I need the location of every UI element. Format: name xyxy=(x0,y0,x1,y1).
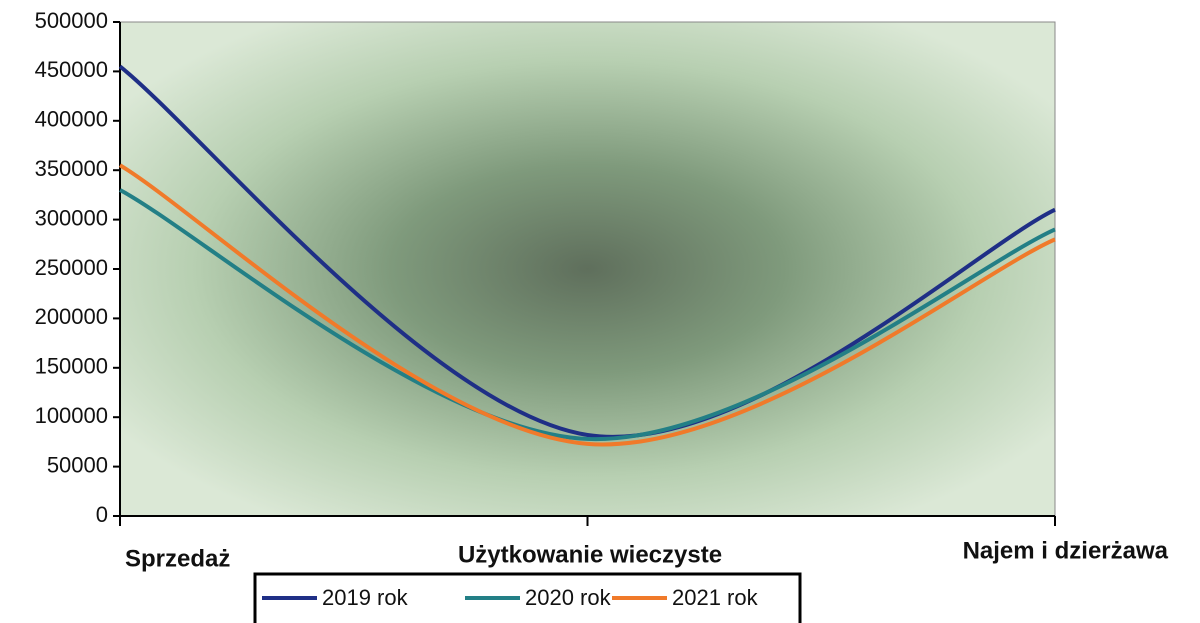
series-line xyxy=(118,163,1056,447)
y-tick-label: 0 xyxy=(96,502,108,527)
y-tick-label: 350000 xyxy=(35,156,108,181)
y-tick-label: 450000 xyxy=(35,57,108,82)
y-tick-label: 300000 xyxy=(35,205,108,230)
y-tick-label: 250000 xyxy=(35,255,108,280)
y-tick-label: 200000 xyxy=(35,304,108,329)
y-tick-label: 50000 xyxy=(47,452,108,477)
y-tick-label: 400000 xyxy=(35,107,108,132)
legend-box xyxy=(253,572,802,623)
legend-label: 2021 rok xyxy=(672,585,759,610)
y-tick-label: 150000 xyxy=(35,354,108,379)
legend-label: 2020 rok xyxy=(525,585,612,610)
series-line xyxy=(119,188,1056,441)
y-tick-label: 500000 xyxy=(35,8,108,33)
x-tick-label: Użytkowanie wieczyste xyxy=(458,541,722,568)
series-line xyxy=(118,64,1056,439)
x-tick-label: Najem i dzierżawa xyxy=(963,537,1169,564)
y-tick-label: 100000 xyxy=(35,403,108,428)
legend-label: 2019 rok xyxy=(322,585,409,610)
x-tick-label: Sprzedaż xyxy=(125,545,230,572)
